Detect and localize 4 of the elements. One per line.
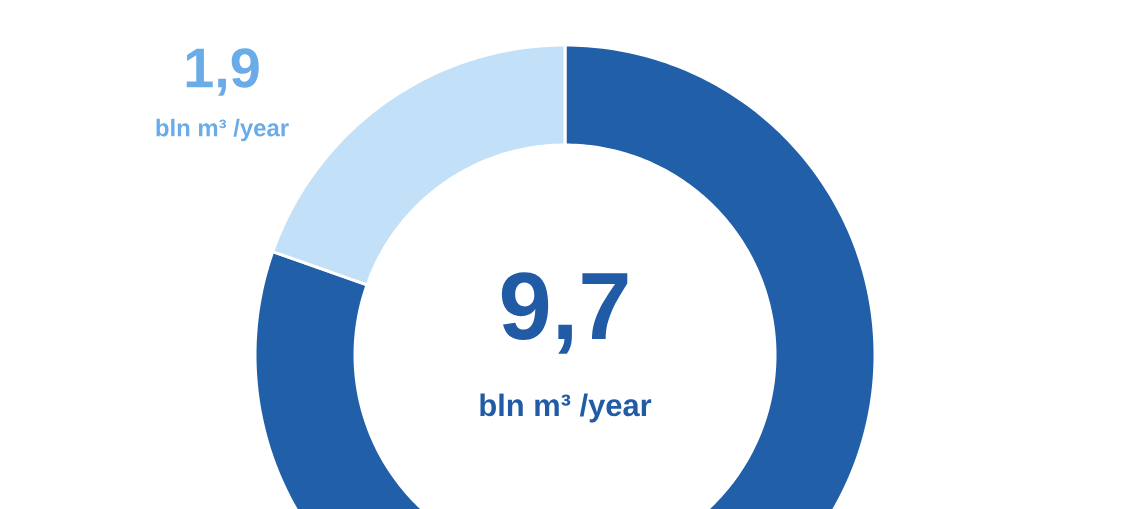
text: 9,7: [501, 272, 628, 354]
data-label: 1,9: [186, 48, 259, 96]
text: bln m³ /year: [156, 118, 289, 142]
text: bln m³ /year: [480, 393, 652, 423]
